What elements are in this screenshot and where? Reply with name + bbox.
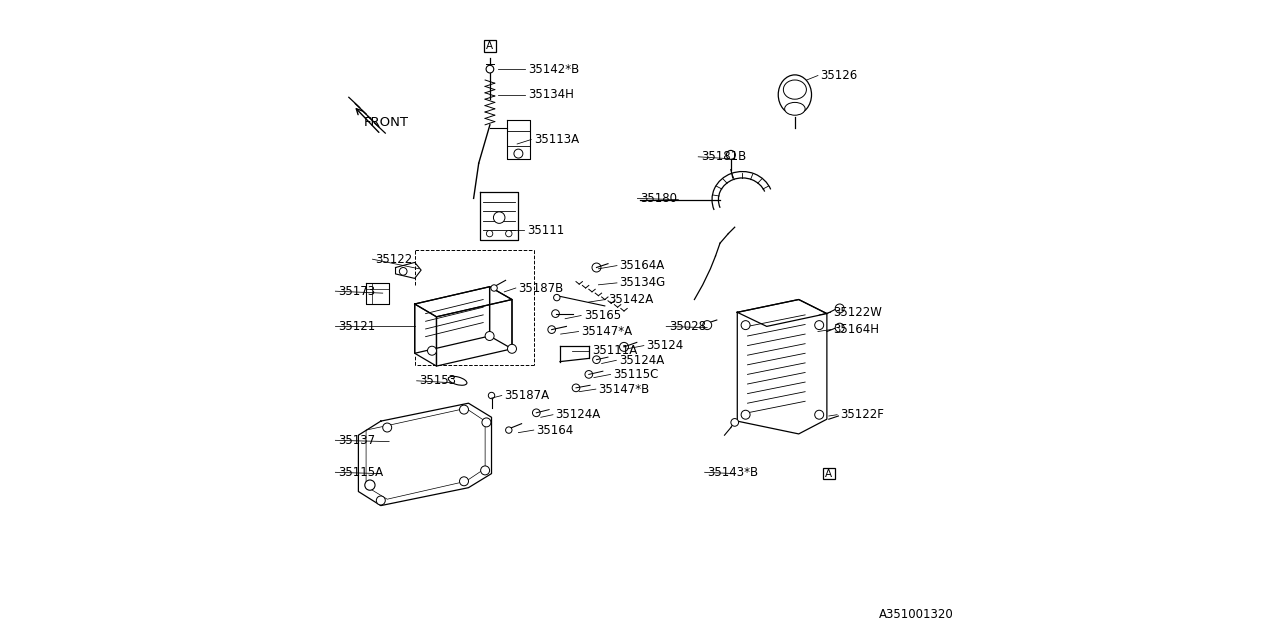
Text: 35187A: 35187A <box>504 389 549 402</box>
Circle shape <box>620 342 628 351</box>
Text: 35124A: 35124A <box>556 408 600 421</box>
Circle shape <box>591 263 602 272</box>
Circle shape <box>492 285 498 291</box>
Text: 35165: 35165 <box>584 309 621 322</box>
Bar <box>484 40 495 52</box>
Circle shape <box>552 310 559 317</box>
Circle shape <box>593 356 600 364</box>
Circle shape <box>507 344 517 353</box>
Text: 35111A: 35111A <box>591 344 637 357</box>
Circle shape <box>506 230 512 237</box>
Text: 35122: 35122 <box>375 253 412 266</box>
Ellipse shape <box>778 75 812 115</box>
Text: 35113A: 35113A <box>534 133 579 146</box>
Text: 35124A: 35124A <box>620 354 664 367</box>
Circle shape <box>480 466 490 475</box>
Circle shape <box>506 427 512 433</box>
Text: 35164: 35164 <box>536 424 573 436</box>
Circle shape <box>585 371 593 378</box>
Circle shape <box>494 212 506 223</box>
Circle shape <box>513 149 524 158</box>
Circle shape <box>376 496 385 505</box>
Text: A351001320: A351001320 <box>879 608 954 621</box>
Ellipse shape <box>785 102 805 115</box>
Circle shape <box>383 423 392 432</box>
Circle shape <box>489 392 495 399</box>
Circle shape <box>485 332 494 340</box>
Circle shape <box>460 405 468 414</box>
Text: 35173: 35173 <box>338 285 375 298</box>
Circle shape <box>703 321 712 330</box>
Text: 35115A: 35115A <box>338 466 383 479</box>
Circle shape <box>836 323 845 332</box>
Text: 35126: 35126 <box>820 69 858 82</box>
Circle shape <box>553 294 561 301</box>
Circle shape <box>460 477 468 486</box>
Circle shape <box>532 409 540 417</box>
Text: 35164H: 35164H <box>833 323 879 336</box>
Text: 35143*B: 35143*B <box>708 466 758 479</box>
Text: FRONT: FRONT <box>364 116 408 129</box>
Ellipse shape <box>448 376 467 385</box>
Text: 35180: 35180 <box>640 192 677 205</box>
Text: 35164A: 35164A <box>620 259 664 272</box>
Circle shape <box>741 410 750 419</box>
Text: 35115C: 35115C <box>613 368 658 381</box>
Bar <box>823 468 835 479</box>
Text: 35153: 35153 <box>420 374 456 387</box>
Text: 35181B: 35181B <box>701 150 746 163</box>
Text: 35122F: 35122F <box>840 408 883 421</box>
Text: 35028: 35028 <box>668 320 705 333</box>
Text: 35147*B: 35147*B <box>599 383 650 396</box>
Circle shape <box>836 304 845 313</box>
Text: 35121: 35121 <box>338 320 375 333</box>
Circle shape <box>428 346 436 355</box>
Ellipse shape <box>783 80 806 99</box>
Circle shape <box>399 268 407 275</box>
Circle shape <box>365 480 375 490</box>
Text: 35111: 35111 <box>527 224 564 237</box>
Text: 35134H: 35134H <box>529 88 573 101</box>
Text: 35142*B: 35142*B <box>529 63 580 76</box>
Circle shape <box>481 418 492 427</box>
Circle shape <box>548 326 556 333</box>
Circle shape <box>741 321 750 330</box>
Circle shape <box>572 384 580 392</box>
Circle shape <box>486 65 494 73</box>
Text: 35187B: 35187B <box>518 282 563 294</box>
Circle shape <box>486 230 493 237</box>
Text: A: A <box>486 41 494 51</box>
Text: 35124: 35124 <box>646 339 684 352</box>
Text: 35147*A: 35147*A <box>581 325 632 338</box>
Circle shape <box>727 150 735 159</box>
Text: 35142A: 35142A <box>608 293 653 306</box>
Circle shape <box>815 321 824 330</box>
Text: 35134G: 35134G <box>620 276 666 289</box>
Text: 35137: 35137 <box>338 434 375 447</box>
Circle shape <box>815 410 824 419</box>
Text: 35122W: 35122W <box>833 306 882 319</box>
Text: A: A <box>826 468 832 479</box>
Circle shape <box>731 419 739 426</box>
